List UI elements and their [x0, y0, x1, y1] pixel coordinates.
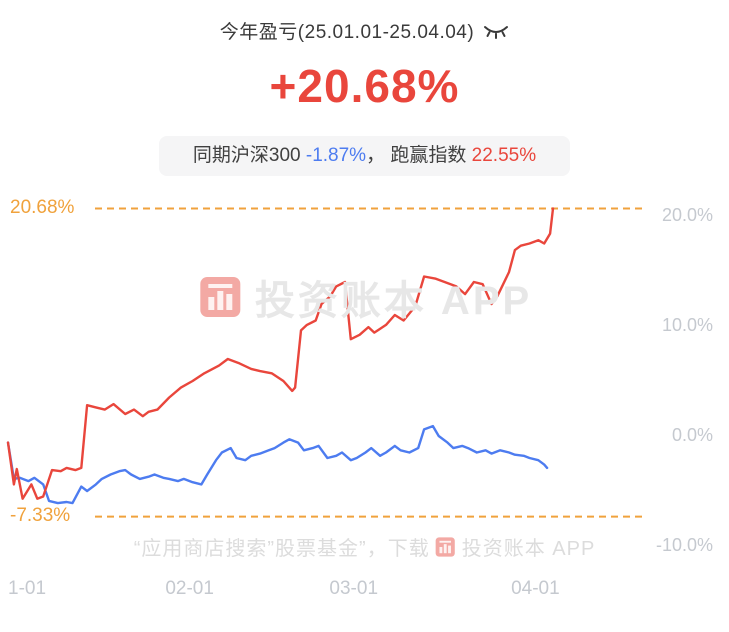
eye-closed-icon[interactable]	[483, 22, 509, 40]
benchmark-summary: 同期沪深300 -1.87%， 跑赢指数 22.55%	[158, 136, 571, 176]
series-line-portfolio	[6, 207, 555, 500]
total-return-value: +20.68%	[269, 60, 460, 112]
x-axis-label: 1-01	[8, 578, 47, 599]
performance-chart: 投资账本 APP “应用商店搜索”股票基金”，下载 投资账本 APP 20.68…	[0, 188, 729, 610]
y-axis-label: -10.0%	[655, 535, 713, 555]
y-axis-label: 20.0%	[661, 205, 713, 225]
x-axis-label: 04-01	[511, 578, 560, 599]
benchmark-label: 同期沪深300	[192, 145, 306, 166]
x-axis-label: 02-01	[165, 578, 214, 599]
page-title: 今年盈亏(25.01.01-25.04.04)	[219, 22, 475, 43]
reference-line-label: -7.33%	[10, 504, 71, 526]
y-axis-label: 0.0%	[671, 425, 713, 445]
x-axis-label: 03-01	[329, 578, 379, 599]
benchmark-value: -1.87%	[305, 145, 367, 166]
summary-separator: ，	[366, 145, 386, 166]
outperform-label: 跑赢指数	[385, 145, 472, 166]
chart-svg	[6, 207, 646, 518]
header: 今年盈亏(25.01.01-25.04.04)	[0, 0, 729, 44]
series-line-hushen300	[6, 424, 549, 505]
reference-line-label: 20.68%	[10, 196, 75, 218]
outperform-value: 22.55%	[471, 145, 537, 166]
y-axis-label: 10.0%	[661, 315, 713, 335]
